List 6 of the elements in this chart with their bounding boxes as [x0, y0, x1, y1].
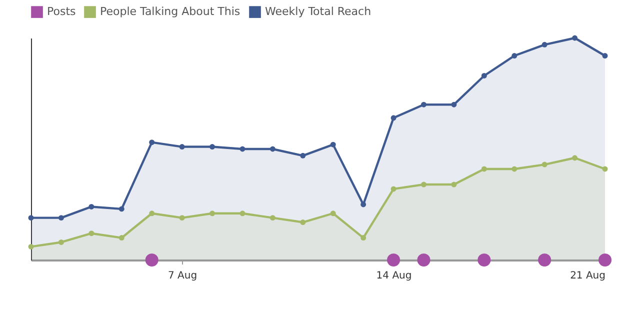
x-tick-label: 7 Aug	[168, 270, 198, 282]
legend-label: Weekly Total Reach	[265, 5, 372, 18]
legend-label: People Talking About This	[100, 5, 240, 18]
legend-label: Posts	[47, 5, 76, 18]
x-tick-label: 21 Aug	[570, 270, 606, 282]
x-tick-label: 14 Aug	[376, 270, 412, 282]
